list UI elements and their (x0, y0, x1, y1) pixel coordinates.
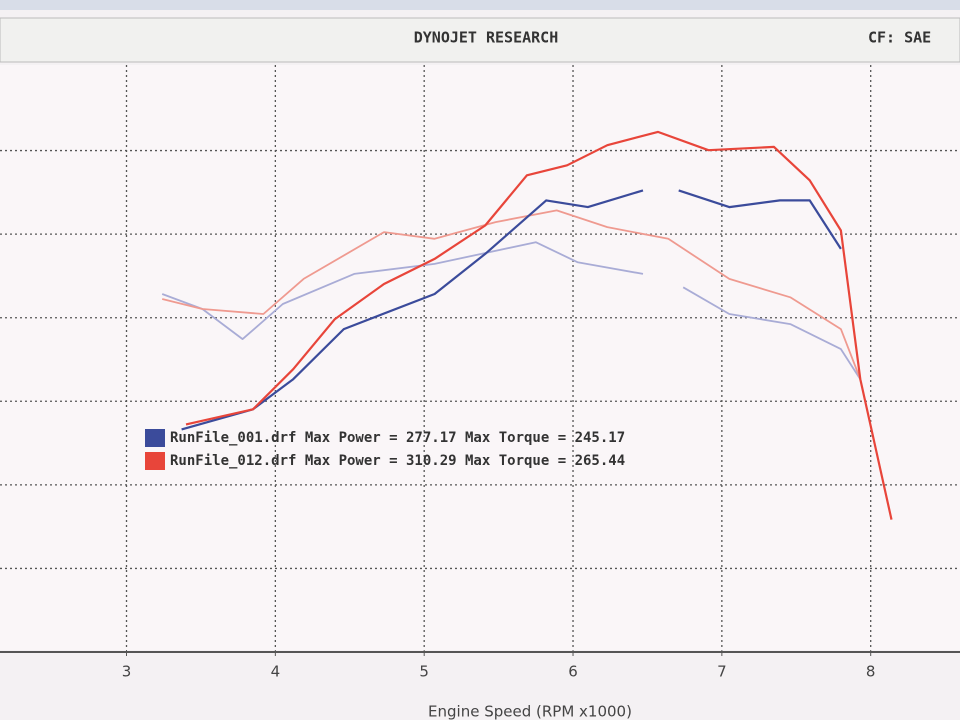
power-line (185, 130, 893, 520)
x-axis-label: Engine Speed (RPM x1000) (428, 703, 632, 720)
x-tick-label: 7 (717, 663, 727, 681)
power-line (181, 189, 842, 431)
plot: 3 4 5 6 7 8 RunFile_001.drf Max Power = 277.17… (0, 65, 960, 681)
legend-label: RunFile_001.drf Max Power = 277.17 Max T… (170, 430, 625, 446)
correction-factor: CF: SAE (868, 29, 931, 47)
toolbar (0, 0, 960, 10)
x-tick-label: 4 (271, 663, 281, 681)
torque-line (161, 209, 862, 380)
header-bar (0, 17, 960, 63)
legend-swatch (145, 452, 165, 470)
x-tick-label: 3 (122, 663, 132, 681)
x-tick-label: 6 (568, 663, 578, 681)
legend-label: RunFile_012.drf Max Power = 310.29 Max T… (170, 453, 625, 469)
x-tick-label: 5 (419, 663, 429, 681)
x-tick-label: 8 (866, 663, 876, 681)
header-title: DYNOJET RESEARCH (414, 29, 559, 47)
plot-area (0, 65, 960, 650)
legend-swatch (145, 429, 165, 447)
torque-line (161, 241, 862, 380)
